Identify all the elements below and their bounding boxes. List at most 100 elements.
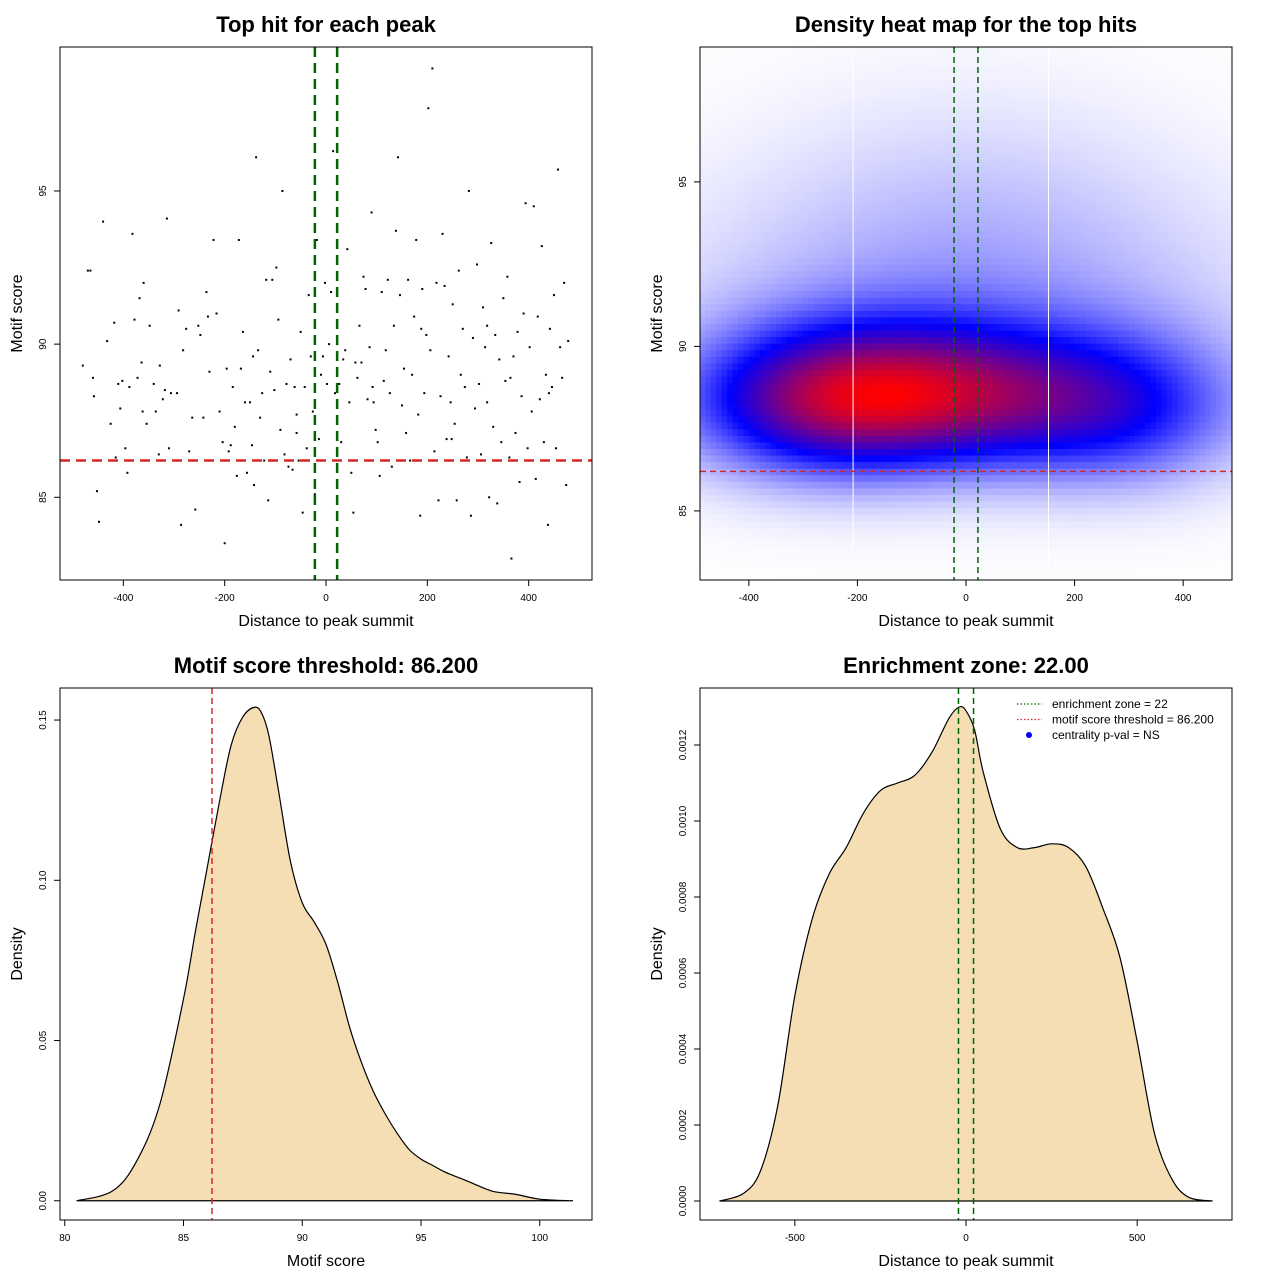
heatmap-cell — [955, 573, 962, 580]
heatmap-cell — [879, 178, 886, 186]
heatmap-cell — [835, 415, 842, 423]
heatmap-cell — [770, 132, 777, 140]
scatter-point — [169, 392, 172, 395]
heatmap-cell — [754, 382, 761, 390]
heatmap-cell — [700, 362, 707, 371]
heatmap-cell — [770, 310, 777, 318]
heatmap-cell — [987, 283, 994, 292]
heatmap-cell — [710, 112, 717, 120]
heatmap-cell — [738, 422, 745, 430]
heatmap-cell — [759, 310, 766, 318]
heatmap-cell — [873, 533, 880, 542]
heatmap-cell — [971, 152, 978, 160]
heatmap-cell — [1014, 461, 1021, 469]
heatmap-cell — [955, 112, 962, 120]
heatmap-cell — [797, 303, 804, 311]
heatmap-cell — [792, 520, 799, 528]
heatmap-cell — [705, 93, 712, 101]
heatmap-cell — [960, 336, 967, 344]
heatmap-cell — [868, 474, 875, 482]
heatmap-cell — [732, 514, 739, 522]
heatmap-cell — [906, 86, 913, 94]
heatmap-cell — [987, 119, 994, 127]
heatmap-cell — [770, 560, 777, 568]
heatmap-cell — [966, 66, 973, 74]
heatmap-cell — [846, 415, 853, 423]
scatter-point — [366, 398, 369, 401]
heatmap-cell — [781, 125, 788, 134]
heatmap-cell — [808, 329, 815, 338]
heatmap-cell — [710, 527, 717, 535]
heatmap-cell — [938, 356, 945, 364]
heatmap-cell — [890, 481, 897, 489]
heatmap-cell — [835, 494, 842, 502]
heatmap-cell — [1009, 323, 1016, 331]
heatmap-cell — [884, 257, 891, 265]
heatmap-cell — [797, 514, 804, 522]
heatmap-cell — [841, 474, 848, 482]
heatmap-cell — [781, 172, 788, 180]
heatmap-cell — [830, 441, 837, 449]
heatmap-cell — [808, 369, 815, 377]
heatmap-cell — [727, 191, 734, 199]
heatmap-cell — [721, 66, 728, 74]
heatmap-cell — [808, 343, 815, 351]
heatmap-cell — [884, 507, 891, 515]
heatmap-cell — [824, 533, 831, 542]
heatmap-cell — [922, 231, 929, 239]
heatmap-cell — [868, 501, 875, 509]
heatmap-cell — [895, 79, 902, 88]
heatmap-cell — [835, 185, 842, 193]
heatmap-cell — [830, 132, 837, 140]
heatmap-cell — [906, 329, 913, 338]
heatmap-cell — [971, 53, 978, 61]
heatmap-cell — [727, 520, 734, 528]
heatmap-cell — [1004, 277, 1011, 285]
heatmap-cell — [966, 553, 973, 561]
heatmap-cell — [721, 573, 728, 580]
heatmap-cell — [911, 474, 918, 482]
heatmap-cell — [857, 435, 864, 443]
heatmap-cell — [797, 139, 804, 147]
heatmap-cell — [830, 211, 837, 219]
heatmap-cell — [792, 415, 799, 423]
heatmap-cell — [917, 382, 924, 390]
heatmap-cell — [803, 329, 810, 338]
heatmap-cell — [765, 191, 772, 199]
heatmap-cell — [966, 507, 973, 515]
heatmap-cell — [830, 310, 837, 318]
heatmap-cell — [710, 132, 717, 140]
heatmap-cell — [792, 211, 799, 219]
heatmap-cell — [917, 237, 924, 246]
scatter-point — [526, 447, 529, 450]
scatter-point — [413, 315, 416, 318]
heatmap-cell — [824, 165, 831, 173]
heatmap-cell — [998, 158, 1005, 167]
heatmap-cell — [987, 204, 994, 213]
heatmap-cell — [938, 415, 945, 423]
heatmap-cell — [803, 178, 810, 186]
heatmap-cell — [868, 283, 875, 292]
heatmap-cell — [732, 158, 739, 167]
heatmap-cell — [765, 520, 772, 528]
heatmap-cell — [944, 53, 951, 61]
heatmap-cell — [705, 99, 712, 107]
heatmap-cell — [852, 533, 859, 542]
heatmap-cell — [819, 487, 826, 496]
heatmap-cell — [738, 297, 745, 305]
heatmap-cell — [846, 481, 853, 489]
heatmap-cell — [895, 139, 902, 147]
heatmap-cell — [754, 185, 761, 193]
heatmap-cell — [906, 139, 913, 147]
heatmap-cell — [710, 290, 717, 298]
heatmap-cell — [966, 139, 973, 147]
heatmap-cell — [808, 93, 815, 101]
heatmap-cell — [759, 316, 766, 324]
heatmap-cell — [743, 152, 750, 160]
scatter-point — [544, 373, 547, 376]
scatter-point — [239, 367, 242, 370]
heatmap-cell — [993, 336, 1000, 344]
heatmap-cell — [841, 481, 848, 489]
heatmap-cell — [868, 533, 875, 542]
heatmap-cell — [944, 454, 951, 463]
